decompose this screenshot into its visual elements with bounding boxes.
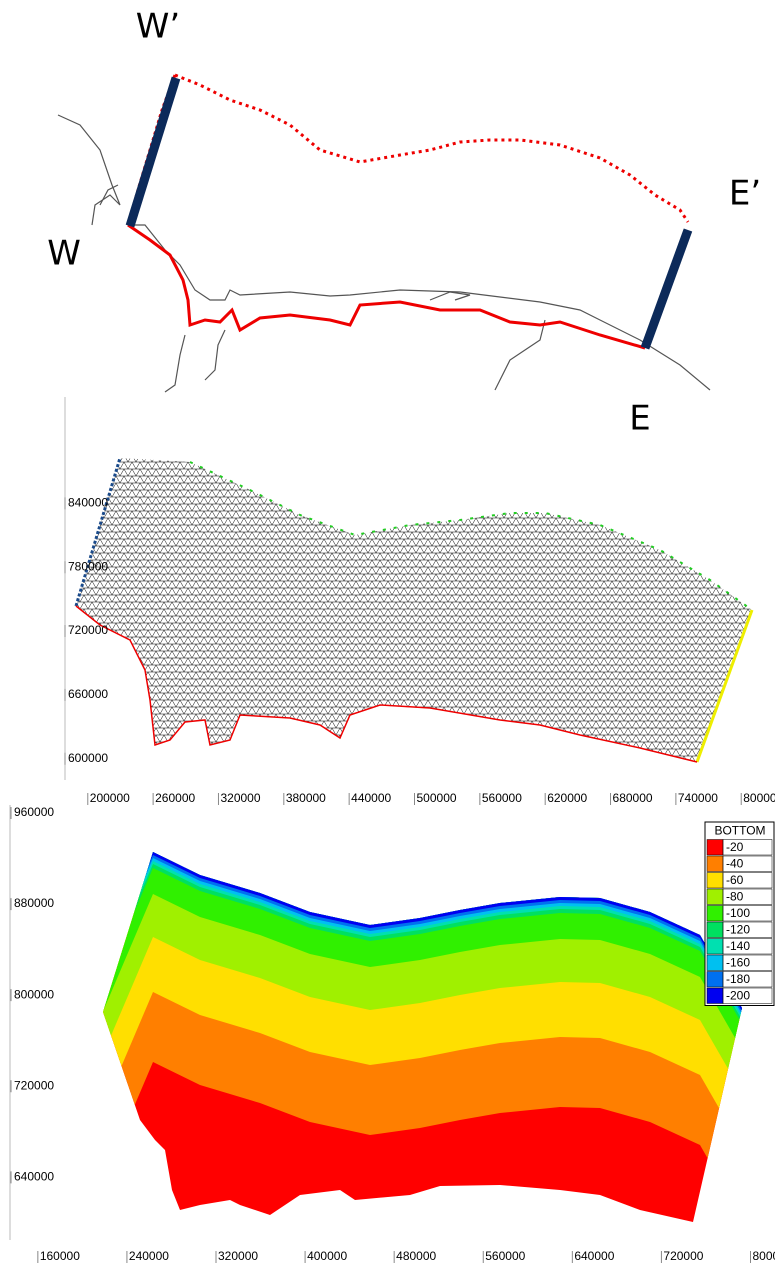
legend-cell bbox=[722, 938, 773, 955]
legend-cell bbox=[722, 971, 773, 988]
legend-swatch bbox=[706, 987, 724, 1004]
mesh bbox=[76, 458, 752, 762]
east-boundary-bar bbox=[640, 228, 693, 350]
x-tick-label: 320000 bbox=[220, 791, 260, 805]
legend-cell bbox=[722, 872, 773, 889]
legend-cell bbox=[722, 839, 773, 856]
legend-label: -200 bbox=[726, 988, 750, 1002]
legend-swatch bbox=[706, 888, 724, 905]
boundary-label: E’ bbox=[729, 174, 761, 214]
legend-label: -60 bbox=[726, 873, 744, 887]
legend: BOTTOM -20 -40 -60 -80 -100 -120 -140 -160 -180 -2… bbox=[704, 821, 775, 1006]
legend-label: -20 bbox=[726, 840, 744, 854]
x-tick-label: 740000 bbox=[678, 791, 718, 805]
legend-label: -160 bbox=[726, 955, 750, 969]
legend-swatch bbox=[706, 839, 724, 856]
legend-swatch bbox=[706, 905, 724, 922]
y-tick-label: 660000 bbox=[68, 687, 108, 701]
x-tick-label: 560000 bbox=[482, 791, 522, 805]
legend-swatch bbox=[706, 921, 724, 938]
sketch-panel: W’ W E’ E bbox=[47, 7, 761, 439]
legend-swatch bbox=[706, 938, 724, 955]
legend-cell bbox=[722, 888, 773, 905]
legend-title: BOTTOM bbox=[714, 823, 765, 837]
legend-swatch bbox=[706, 855, 724, 872]
offshore-boundary bbox=[189, 461, 753, 611]
x-tick-label: 560000 bbox=[485, 1249, 525, 1263]
x-tick-label: 380000 bbox=[286, 791, 326, 805]
coast-boundary bbox=[75, 605, 698, 763]
x-tick-label: 240000 bbox=[129, 1249, 169, 1263]
legend-label: -120 bbox=[726, 922, 750, 936]
coast-boundary bbox=[127, 223, 646, 350]
legend-label: -140 bbox=[726, 939, 750, 953]
y-tick-label: 600000 bbox=[68, 751, 108, 765]
legend-label: -40 bbox=[726, 856, 744, 870]
legend-swatch bbox=[706, 872, 724, 889]
x-tick-label: 620000 bbox=[547, 791, 587, 805]
x-tick-label: 160000 bbox=[40, 1249, 80, 1263]
x-tick-label: 200000 bbox=[90, 791, 130, 805]
legend-cell bbox=[722, 855, 773, 872]
legend-label: -80 bbox=[726, 889, 744, 903]
legend-label: -180 bbox=[726, 972, 750, 986]
y-tick-label: 640000 bbox=[14, 1170, 54, 1184]
x-tick-label: 440000 bbox=[351, 791, 391, 805]
boundary-label: W bbox=[47, 234, 81, 274]
x-tick-label: 800000 bbox=[753, 1249, 775, 1263]
y-tick-label: 780000 bbox=[68, 559, 108, 573]
west-boundary-bar bbox=[125, 76, 181, 228]
legend-cell bbox=[722, 954, 773, 971]
x-tick-label: 680000 bbox=[613, 791, 653, 805]
y-tick-label: 800000 bbox=[14, 987, 54, 1001]
y-tick-label: 720000 bbox=[14, 1078, 54, 1092]
legend-swatch bbox=[706, 954, 724, 971]
y-tick-label: 960000 bbox=[14, 805, 54, 819]
open-boundary bbox=[174, 73, 690, 223]
y-tick-label: 720000 bbox=[68, 623, 108, 637]
east-boundary bbox=[695, 609, 754, 763]
mesh-panel bbox=[64, 397, 754, 780]
boundary-label: E bbox=[629, 399, 650, 439]
legend-label: -100 bbox=[726, 906, 750, 920]
x-tick-label: 480000 bbox=[396, 1249, 436, 1263]
x-tick-label: 720000 bbox=[663, 1249, 703, 1263]
x-tick-label: 320000 bbox=[218, 1249, 258, 1263]
y-tick-label: 880000 bbox=[14, 896, 54, 910]
legend-cell bbox=[722, 905, 773, 922]
y-tick-label: 840000 bbox=[68, 496, 108, 510]
x-tick-label: 400000 bbox=[307, 1249, 347, 1263]
legend-swatch bbox=[706, 971, 724, 988]
x-tick-label: 640000 bbox=[574, 1249, 614, 1263]
legend-cell bbox=[722, 921, 773, 938]
x-tick-label: 260000 bbox=[155, 791, 195, 805]
west-boundary bbox=[74, 457, 122, 607]
coastline bbox=[57, 114, 711, 393]
x-tick-label: 800000 bbox=[743, 791, 775, 805]
x-tick-label: 500000 bbox=[417, 791, 457, 805]
legend-cell bbox=[722, 987, 773, 1004]
boundary-label: W’ bbox=[136, 7, 180, 47]
